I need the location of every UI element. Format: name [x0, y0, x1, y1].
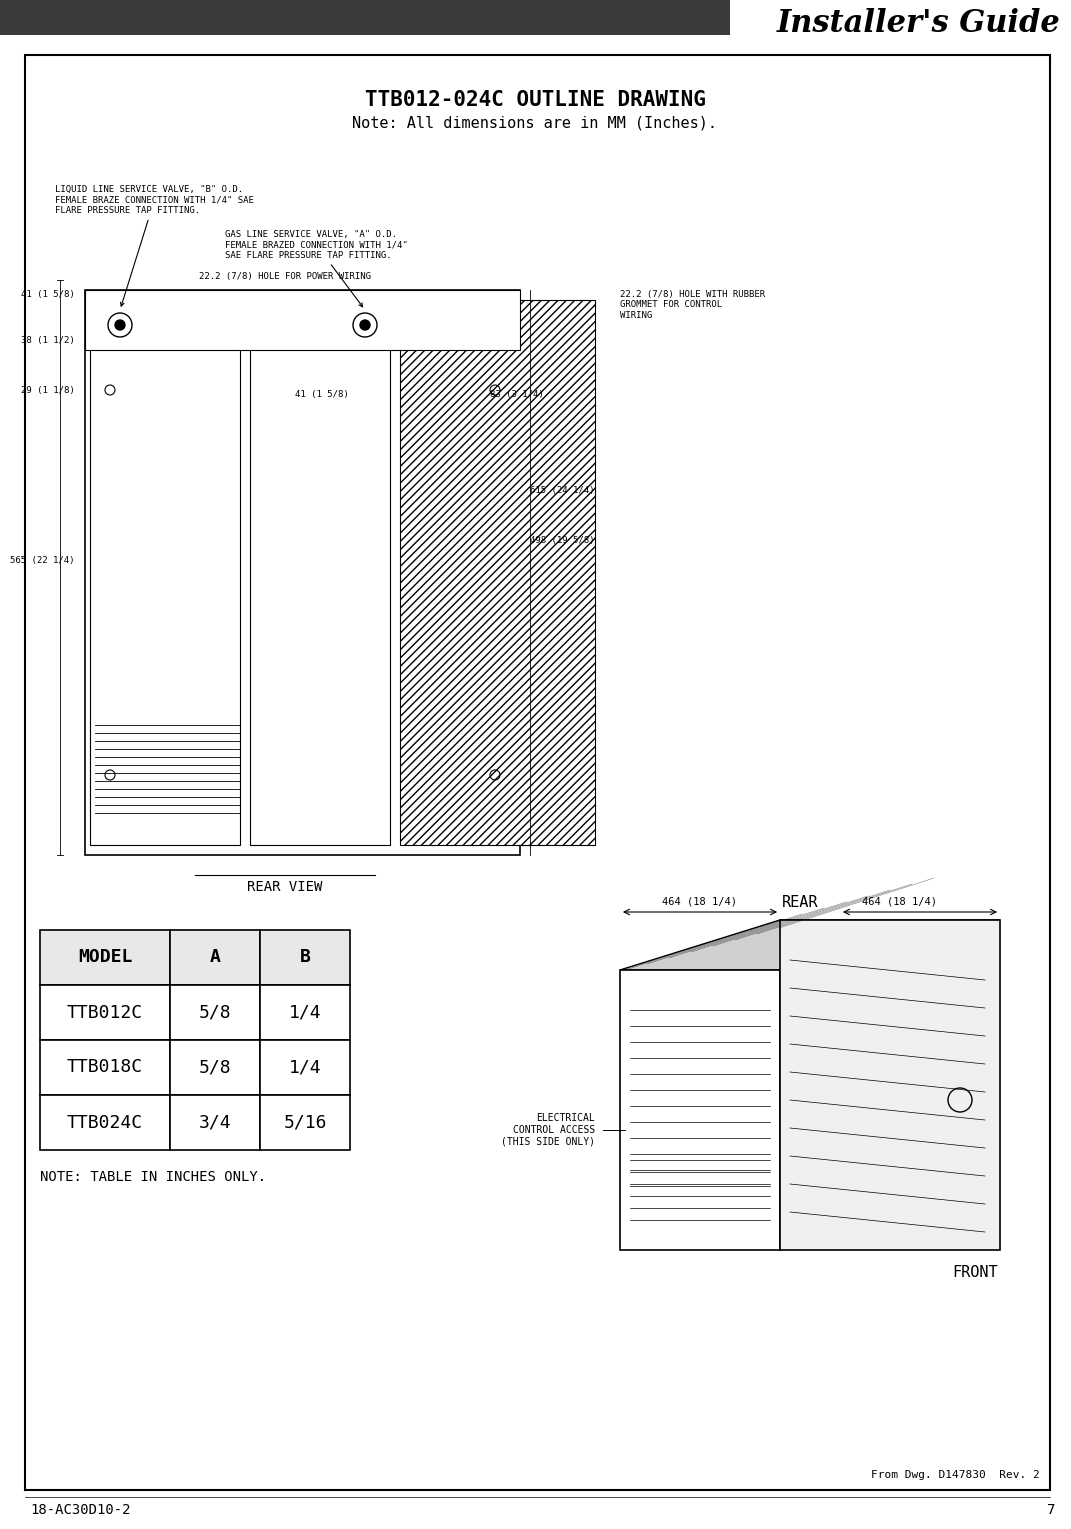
Bar — [260, 985, 350, 1040]
Bar — [170, 985, 260, 1040]
Text: 5/8: 5/8 — [199, 1003, 231, 1021]
Text: LIQUID LINE SERVICE VALVE, "B" O.D.
FEMALE BRAZE CONNECTION WITH 1/4" SAE
FLARE : LIQUID LINE SERVICE VALVE, "B" O.D. FEMA… — [55, 185, 254, 306]
Text: TTB012-024C OUTLINE DRAWING: TTB012-024C OUTLINE DRAWING — [364, 90, 706, 110]
Text: 1/4: 1/4 — [289, 1058, 321, 1076]
Text: B: B — [300, 948, 311, 966]
Bar — [260, 1095, 350, 1150]
Bar — [90, 300, 240, 846]
Text: 464 (18 1/4): 464 (18 1/4) — [862, 898, 937, 907]
Text: Note: All dimensions are in MM (Inches).: Note: All dimensions are in MM (Inches). — [352, 115, 718, 130]
Text: TTB012C: TTB012C — [66, 1003, 144, 1021]
Text: REAR VIEW: REAR VIEW — [247, 881, 322, 894]
Bar — [40, 1040, 170, 1095]
Bar — [85, 291, 521, 855]
Polygon shape — [780, 920, 1000, 1251]
Text: Installer's Guide: Installer's Guide — [776, 8, 1060, 40]
Bar — [170, 930, 260, 985]
Text: 615 (24 1/4): 615 (24 1/4) — [530, 486, 594, 494]
Text: From Dwg. D147830  Rev. 2: From Dwg. D147830 Rev. 2 — [871, 1469, 1040, 1480]
Bar — [40, 985, 170, 1040]
Text: ELECTRICAL
CONTROL ACCESS
(THIS SIDE ONLY): ELECTRICAL CONTROL ACCESS (THIS SIDE ONL… — [501, 1113, 595, 1147]
Bar — [260, 1040, 350, 1095]
Text: 83 (3 1/4): 83 (3 1/4) — [491, 390, 544, 399]
Text: 565 (22 1/4): 565 (22 1/4) — [11, 555, 75, 564]
Text: 22.2 (7/8) HOLE WITH RUBBER
GROMMET FOR CONTROL
WIRING: 22.2 (7/8) HOLE WITH RUBBER GROMMET FOR … — [620, 291, 765, 320]
Text: 498 (19 5/8): 498 (19 5/8) — [530, 535, 594, 544]
Bar — [399, 300, 595, 846]
Bar — [0, 0, 730, 35]
Text: 38 (1 1/2): 38 (1 1/2) — [21, 335, 75, 344]
Text: 7: 7 — [1046, 1503, 1055, 1517]
Text: REAR: REAR — [782, 894, 818, 910]
Bar — [170, 1095, 260, 1150]
Text: 5/8: 5/8 — [199, 1058, 231, 1076]
Bar — [85, 291, 521, 350]
Bar — [170, 1040, 260, 1095]
Bar — [40, 1095, 170, 1150]
Text: 18-AC30D10-2: 18-AC30D10-2 — [30, 1503, 131, 1517]
Text: 3/4: 3/4 — [199, 1113, 231, 1131]
Bar — [250, 300, 390, 846]
Text: A: A — [210, 948, 221, 966]
Bar — [620, 969, 780, 1251]
Text: TTB024C: TTB024C — [66, 1113, 144, 1131]
Text: 1/4: 1/4 — [289, 1003, 321, 1021]
Text: 22.2 (7/8) HOLE FOR POWER WIRING: 22.2 (7/8) HOLE FOR POWER WIRING — [199, 272, 371, 281]
Text: GAS LINE SERVICE VALVE, "A" O.D.
FEMALE BRAZED CONNECTION WITH 1/4"
SAE FLARE PR: GAS LINE SERVICE VALVE, "A" O.D. FEMALE … — [225, 229, 408, 307]
Bar — [40, 930, 170, 985]
Text: NOTE: TABLE IN INCHES ONLY.: NOTE: TABLE IN INCHES ONLY. — [40, 1170, 266, 1183]
Text: MODEL: MODEL — [78, 948, 132, 966]
Bar — [260, 930, 350, 985]
Circle shape — [115, 320, 125, 330]
Circle shape — [360, 320, 369, 330]
Text: 5/16: 5/16 — [283, 1113, 327, 1131]
Text: 41 (1 5/8): 41 (1 5/8) — [295, 390, 349, 399]
Polygon shape — [620, 920, 1000, 969]
Text: TTB018C: TTB018C — [66, 1058, 144, 1076]
Text: 464 (18 1/4): 464 (18 1/4) — [663, 898, 738, 907]
Text: FRONT: FRONT — [952, 1264, 998, 1280]
Text: 29 (1 1/8): 29 (1 1/8) — [21, 385, 75, 394]
Text: 41 (1 5/8): 41 (1 5/8) — [21, 291, 75, 300]
